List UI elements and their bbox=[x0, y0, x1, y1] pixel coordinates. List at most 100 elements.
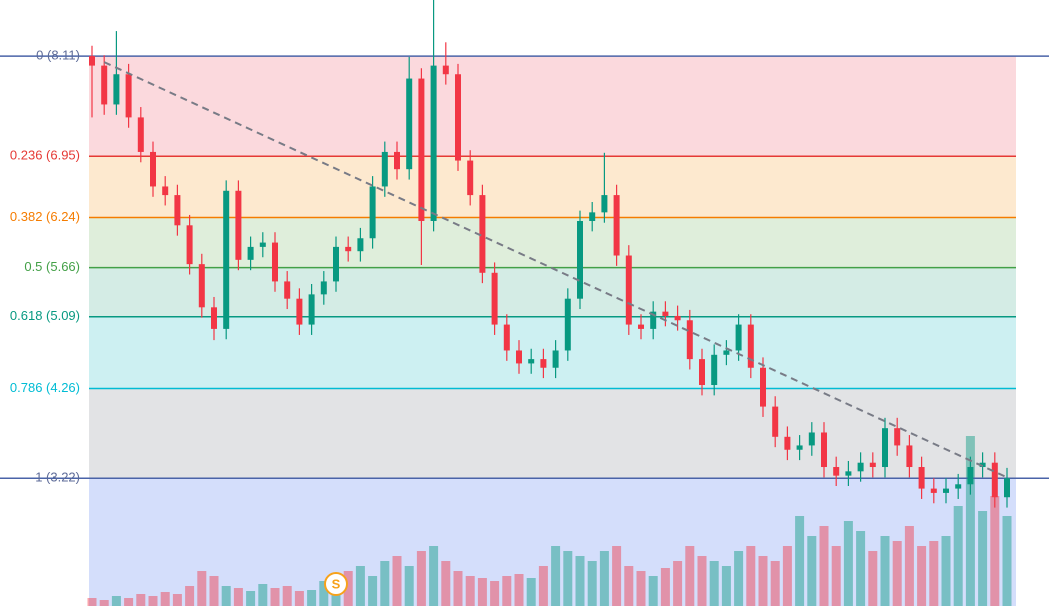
candle-body bbox=[345, 246, 352, 252]
fib-zone bbox=[89, 56, 1016, 157]
candle-body bbox=[406, 78, 413, 170]
volume-bar bbox=[270, 588, 280, 606]
candle-body bbox=[589, 212, 596, 221]
volume-bar bbox=[429, 546, 439, 606]
volume-bar bbox=[734, 551, 744, 606]
candle-body bbox=[674, 315, 681, 321]
candle-body bbox=[442, 65, 449, 75]
volume-bar bbox=[965, 436, 975, 606]
fib-label: 0.5 (5.66) bbox=[24, 259, 80, 274]
volume-bar bbox=[819, 526, 829, 606]
fib-label: 0.236 (6.95) bbox=[10, 148, 80, 163]
volume-bar bbox=[392, 556, 402, 606]
volume-bar bbox=[477, 578, 487, 606]
candle-body bbox=[235, 190, 242, 260]
volume-bar bbox=[673, 561, 683, 606]
candle-body bbox=[869, 462, 876, 468]
candle-body bbox=[699, 359, 705, 386]
candle-body bbox=[101, 65, 108, 105]
volume-bar bbox=[551, 546, 561, 606]
candle-body bbox=[711, 354, 718, 386]
volume-bar bbox=[319, 581, 329, 606]
volume-bar bbox=[514, 574, 524, 606]
candle-body bbox=[662, 311, 669, 316]
volume-bar bbox=[1002, 516, 1012, 606]
candle-body bbox=[308, 294, 315, 325]
candle-body bbox=[735, 324, 742, 351]
candle-body bbox=[967, 467, 974, 485]
volume-bar bbox=[563, 551, 573, 606]
candle-body bbox=[930, 488, 937, 493]
volume-bar bbox=[660, 568, 670, 606]
volume-bar bbox=[575, 556, 585, 606]
candle-body bbox=[137, 117, 144, 152]
volume-bar bbox=[294, 591, 304, 606]
volume-bar bbox=[929, 541, 939, 606]
fib-zone bbox=[89, 267, 1016, 317]
volume-bar bbox=[355, 566, 365, 606]
volume-bar bbox=[856, 531, 866, 606]
candle-body bbox=[198, 264, 205, 308]
candle-body bbox=[113, 74, 120, 105]
volume-bar bbox=[160, 592, 170, 606]
fib-zone bbox=[89, 217, 1016, 268]
volume-bar bbox=[782, 546, 792, 606]
candle-body bbox=[613, 195, 620, 256]
candle-body bbox=[467, 160, 474, 196]
fib-label: 0.382 (6.24) bbox=[10, 209, 80, 224]
candle-body bbox=[430, 65, 437, 221]
volume-bar bbox=[721, 566, 731, 606]
candle-body bbox=[552, 350, 559, 368]
candle-body bbox=[186, 225, 193, 265]
volume-bar bbox=[953, 506, 963, 606]
candle-body bbox=[503, 324, 510, 351]
fib-zone bbox=[89, 388, 1016, 479]
volume-bar bbox=[343, 571, 353, 606]
candle-body bbox=[320, 281, 327, 295]
candle-body bbox=[418, 78, 425, 221]
volume-bar bbox=[380, 561, 390, 606]
candle-body bbox=[174, 195, 181, 226]
volume-bar bbox=[197, 571, 207, 606]
volume-bar bbox=[770, 561, 780, 606]
volume-bar bbox=[490, 581, 500, 606]
volume-bar bbox=[599, 551, 609, 606]
volume-bar bbox=[233, 588, 243, 606]
candle-body bbox=[857, 462, 864, 472]
candle-body bbox=[259, 242, 266, 247]
volume-bar bbox=[209, 576, 219, 606]
candle-body bbox=[1004, 478, 1010, 498]
candle-body bbox=[821, 432, 827, 468]
candle-body bbox=[223, 190, 230, 329]
volume-bar bbox=[246, 591, 256, 606]
volume-bar bbox=[636, 571, 646, 606]
candle-body bbox=[894, 428, 901, 446]
candle-body bbox=[150, 151, 156, 187]
volume-bar bbox=[587, 561, 597, 606]
candle-body bbox=[906, 445, 913, 468]
event-marker-label: S bbox=[332, 576, 341, 591]
volume-bar bbox=[404, 566, 414, 606]
candle-body bbox=[991, 462, 998, 498]
volume-bar bbox=[624, 566, 634, 606]
fib-zone bbox=[89, 156, 1016, 218]
volume-bar bbox=[124, 598, 134, 606]
fib-label: 0.786 (4.26) bbox=[10, 380, 80, 395]
candle-body bbox=[125, 74, 132, 118]
candle-body bbox=[369, 186, 376, 239]
volume-bar bbox=[831, 546, 841, 606]
volume-bar bbox=[221, 586, 231, 606]
volume-bar bbox=[526, 578, 536, 606]
candle-body bbox=[333, 246, 339, 282]
volume-bar bbox=[136, 594, 146, 606]
fib-zone bbox=[89, 478, 1016, 606]
candle-body bbox=[528, 359, 535, 364]
candle-body bbox=[638, 324, 644, 329]
candle-body bbox=[845, 471, 852, 476]
candle-body bbox=[808, 432, 815, 446]
volume-bar bbox=[282, 586, 292, 606]
fib-zone bbox=[89, 316, 1016, 389]
candle-body bbox=[564, 298, 571, 351]
candle-body bbox=[760, 367, 766, 407]
